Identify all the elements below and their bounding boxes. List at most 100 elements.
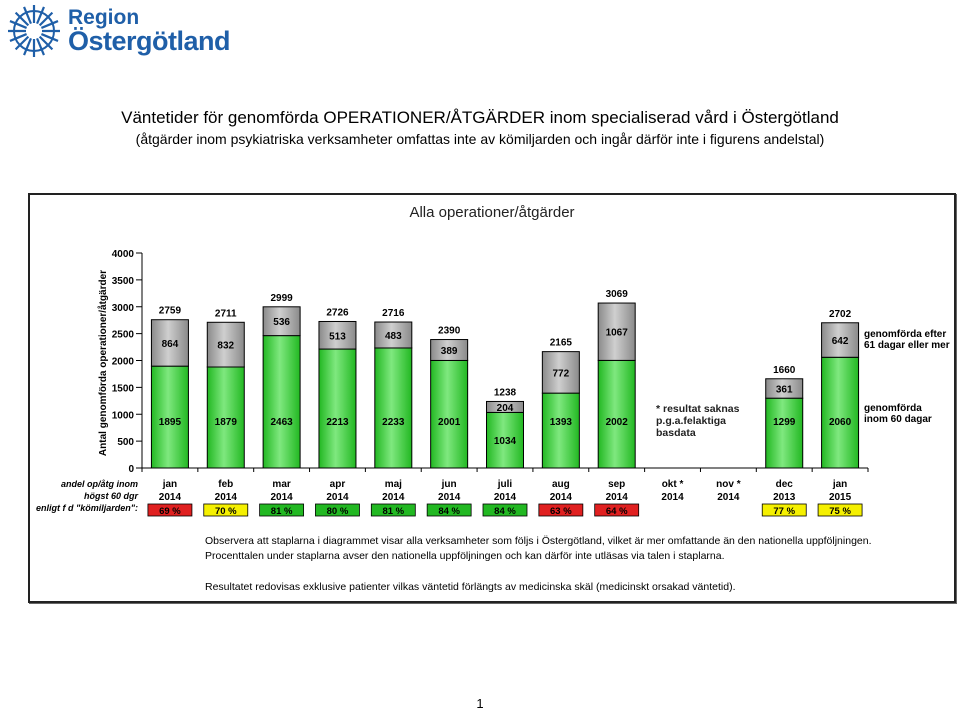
percent-row-label: högst 60 dgr [84,491,139,501]
x-tick-label-month: jan [162,479,177,490]
x-tick-label-year: 2014 [661,492,684,503]
percent-label: 69 % [159,506,181,517]
percent-label: 84 % [438,506,460,517]
data-label-within-60: 2002 [606,417,629,428]
bar-within-60-days [374,347,413,469]
x-tick-label-month: okt * [662,479,684,490]
x-tick-label-month: aug [552,479,570,490]
x-tick-label-year: 2014 [270,492,293,503]
data-label-within-60: 2233 [382,417,405,428]
data-label-total: 1238 [494,387,517,398]
legend-after-61-days: genomförda efter [864,329,946,340]
data-label-total: 2165 [550,338,573,349]
bar-after-61-days [486,400,524,413]
x-tick-label-month: feb [218,479,233,490]
data-label-after-61: 1067 [606,328,629,339]
logo-line-region: Region [68,6,140,29]
data-label-total: 2759 [159,306,182,317]
data-label-total: 1660 [773,365,796,376]
x-tick-label-year: 2014 [326,492,349,503]
x-tick-label-year: 2014 [717,492,740,503]
data-label-total: 2716 [382,308,405,319]
missing-data-note: basdata [656,427,696,439]
bar-after-61-days [597,302,636,361]
data-label-total: 2726 [326,307,349,318]
data-label-within-60: 1299 [773,417,796,428]
data-label-within-60: 2001 [438,417,461,428]
data-label-after-61: 536 [273,317,290,328]
logo-line-name: Östergötland [68,26,231,56]
y-axis-label: Antal genomförda operationer/åtgärder [97,270,109,456]
percent-cell [538,503,584,517]
data-label-after-61: 513 [329,331,346,342]
data-label-total: 2711 [215,308,237,319]
bar-within-60-days [821,356,860,469]
percent-cell [817,503,863,517]
percent-cell [594,503,640,517]
note-line-1: Observera att staplarna i diagrammet vis… [205,535,872,547]
bar-within-60-days [262,335,301,469]
percent-label: 64 % [606,506,628,517]
percent-label: 70 % [215,506,237,517]
bar-after-61-days [206,321,245,368]
legend-within-60-days: genomförda [864,403,922,414]
data-label-within-60: 2463 [270,417,293,428]
bar-after-61-days [318,320,357,350]
y-tick-label: 4000 [112,249,135,260]
x-tick-label-month: dec [776,479,794,490]
bar-after-61-days [150,319,189,367]
percent-cell [259,503,305,517]
percent-cell [147,503,193,517]
percent-label: 81 % [271,506,293,517]
bar-after-61-days [430,339,469,361]
y-tick-label: 1000 [112,410,135,421]
bar-after-61-days [541,351,580,394]
x-tick-label-month: maj [385,479,402,490]
bar-after-61-days [262,306,301,337]
x-tick-label-month: apr [330,479,346,490]
bar-after-61-days [765,378,804,399]
chart-panel: Alla operationer/åtgärder Antal genomförd… [28,193,956,603]
data-label-after-61: 361 [776,384,793,395]
data-label-total: 2390 [438,326,461,337]
x-tick-label-year: 2014 [382,492,405,503]
percent-label: 80 % [327,506,349,517]
legend-within-60-days: inom 60 dagar [864,414,932,425]
x-tick-label-month: sep [608,479,625,490]
x-tick-label-month: juli [497,479,513,490]
x-tick-label-year: 2015 [829,492,852,503]
y-tick-label: 3500 [112,276,135,287]
bar-within-60-days [318,348,357,469]
percent-row-label: andel op/åtg inom [61,479,138,489]
data-label-within-60: 1879 [215,417,238,428]
data-label-total: 2702 [829,309,852,320]
percent-cell [203,503,249,517]
data-label-within-60: 2060 [829,417,852,428]
percent-cell [315,503,360,517]
bar-within-60-days [206,366,245,469]
x-tick-label-month: nov * [716,479,741,490]
percent-cell [370,503,416,517]
percent-cell [426,503,472,517]
x-tick-label-year: 2014 [550,492,573,503]
y-tick-label: 2500 [112,330,135,341]
bar-within-60-days [150,365,189,469]
chart-title: Alla operationer/åtgärder [409,204,574,221]
data-label-after-61: 389 [441,346,458,357]
percent-label: 75 % [829,506,851,517]
stacked-bar-chart: Alla operationer/åtgärder Antal genomförd… [36,204,950,517]
percent-cell [761,503,807,517]
legend-after-61-days: 61 dagar eller mer [864,340,950,351]
percent-label: 77 % [773,506,795,517]
data-label-after-61: 483 [385,331,402,342]
percent-label: 81 % [382,506,404,517]
x-tick-label-month: mar [272,479,290,490]
x-tick-label-month: jun [441,479,457,490]
note-line-2: Procenttalen under staplarna avser den n… [205,550,725,562]
y-tick-label: 3000 [112,303,135,314]
data-label-after-61: 772 [553,368,570,379]
data-label-after-61: 832 [217,341,234,352]
percent-label: 63 % [550,506,572,517]
data-label-within-60: 1895 [159,417,182,428]
x-tick-label-year: 2013 [773,492,796,503]
